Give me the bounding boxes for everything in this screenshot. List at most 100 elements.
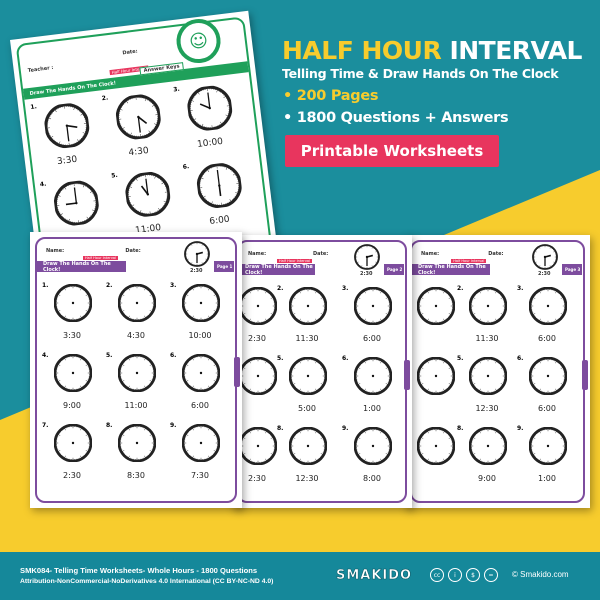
question-number: 3. — [170, 282, 177, 289]
clock-icon — [196, 163, 242, 209]
clock-icon — [468, 356, 508, 396]
clock-question: 6. 1:00 — [342, 355, 402, 415]
time-label: 2:30 — [248, 474, 266, 483]
time-label: 10:00 — [188, 331, 212, 340]
side-tab — [582, 360, 588, 390]
time-label: 8:00 — [363, 474, 381, 483]
date-label: Date: — [125, 248, 141, 254]
time-label: 2:30 — [248, 334, 266, 343]
clock-icon — [238, 356, 278, 396]
clock-question: 3. 10:00 — [170, 282, 230, 342]
bullet-pages: • 200 Pages — [283, 88, 379, 104]
clock-icon — [53, 180, 99, 226]
time-label: 4:30 — [127, 145, 150, 159]
time-label: 1:00 — [363, 404, 381, 413]
answer-clock: 4.9:00 — [39, 174, 107, 253]
clock-icon — [528, 426, 568, 466]
clock-icon — [53, 423, 93, 463]
time-label: 6:00 — [538, 334, 556, 343]
clock-icon — [53, 353, 93, 393]
title-bar: Draw The Hands On The Clock! — [412, 264, 490, 276]
clock-icon — [238, 426, 278, 466]
clock-question: 1. — [405, 285, 465, 345]
tag: Half Hour Interval — [277, 259, 313, 263]
clock-question: 5. 11:00 — [106, 352, 166, 412]
question-number: 8. — [277, 425, 284, 432]
name-label: Name: — [46, 248, 65, 254]
time-label: 7:30 — [191, 471, 209, 480]
answer-clock: 5. 11:00 — [111, 165, 179, 244]
clock-icon — [416, 286, 456, 326]
clock-icon — [117, 423, 157, 463]
clock-question: 5. 5:00 — [277, 355, 337, 415]
clock-question: 2. 4:30 — [106, 282, 166, 342]
smakido-logo: SMAKIDO — [336, 568, 413, 584]
sample-time: 2:30 — [190, 268, 203, 274]
headline: HALF HOUR INTERVAL — [282, 36, 582, 65]
clock-icon — [288, 426, 328, 466]
title-bar: Draw The Hands On The Clock! — [37, 260, 127, 273]
title-bar: Draw The Hands On The Clock! — [239, 263, 315, 276]
worksheet-page-3: Name: Date: 2:30 Draw The Hands On The C… — [405, 235, 590, 508]
question-number: 2. — [457, 285, 464, 292]
worksheet-page-2: Name: Date: 2:30 Draw The Hands On The C… — [227, 235, 412, 508]
nd-icon: = — [484, 568, 498, 582]
time-label: 3:30 — [56, 154, 78, 168]
clock-question: 1. 3:30 — [42, 282, 102, 342]
question-number: 5. — [457, 355, 464, 362]
clock-question: 6. 6:00 — [517, 355, 577, 415]
question-number: 7. — [42, 422, 49, 429]
clock-question: 8. 12:30 — [277, 425, 337, 485]
time-label: 8:30 — [127, 471, 145, 480]
cc-icon: cc — [430, 568, 444, 582]
date-label: Date: — [313, 251, 329, 257]
clock-icon — [288, 286, 328, 326]
question-number: 6. — [517, 355, 524, 362]
question-number: 5. — [277, 355, 284, 362]
clock-icon — [532, 244, 558, 270]
name-label: Name: — [421, 251, 440, 257]
time-label: 10:00 — [196, 136, 224, 150]
clock-question: 3. 6:00 — [342, 285, 402, 345]
time-label: 6:00 — [191, 401, 209, 410]
page-label: Page 3 — [562, 264, 582, 275]
clock-icon — [117, 353, 157, 393]
footer-line2: Attribution-NonCommercial-NoDerivatives … — [20, 578, 274, 585]
clock-question: 1.2:30 — [227, 285, 287, 345]
clock-icon — [353, 286, 393, 326]
clock-icon — [288, 356, 328, 396]
subtitle: Telling Time & Draw Hands On The Clock — [282, 66, 559, 81]
date-label: Date: — [488, 251, 504, 257]
clock-icon — [181, 353, 221, 393]
question-number: 6. — [170, 352, 177, 359]
clock-icon — [187, 85, 233, 131]
worksheet-title: Draw The Hands On The Clock! — [245, 263, 313, 276]
clock-icon — [115, 94, 161, 140]
clock-question: 9. 7:30 — [170, 422, 230, 482]
worksheet-title: Draw The Hands On The Clock! — [43, 260, 111, 273]
nc-icon: $ — [466, 568, 480, 582]
question-number: 3. — [342, 285, 349, 292]
worksheet-page-1: Name: Date: 2:30 Draw The Hands On The C… — [30, 232, 242, 508]
question-number: 5. — [106, 352, 113, 359]
printable-worksheets-badge: Printable Worksheets — [285, 135, 499, 167]
page-label: Page 2 — [384, 264, 404, 275]
question-number: 9. — [517, 425, 524, 432]
clock-question: 2. 11:30 — [457, 285, 517, 345]
clock-icon — [353, 426, 393, 466]
headline-part1: HALF HOUR — [282, 36, 442, 65]
time-label: 11:30 — [475, 334, 499, 343]
question-number: 8. — [457, 425, 464, 432]
question-number: 8. — [106, 422, 113, 429]
clock-icon — [125, 171, 171, 217]
side-tab — [234, 357, 240, 387]
question-number: 9. — [170, 422, 177, 429]
website-label: © Smakido.com — [512, 570, 569, 579]
question-number: 9. — [342, 425, 349, 432]
clock-question: 5. 12:30 — [457, 355, 517, 415]
answer-clock: 6. 6:00 — [182, 157, 250, 236]
time-label: 6:00 — [538, 404, 556, 413]
clock-question: 7. 2:30 — [42, 422, 102, 482]
clock-icon — [528, 356, 568, 396]
answer-key-worksheet: Teacher : Date: ☺ Draw The Hands On The … — [10, 10, 280, 299]
